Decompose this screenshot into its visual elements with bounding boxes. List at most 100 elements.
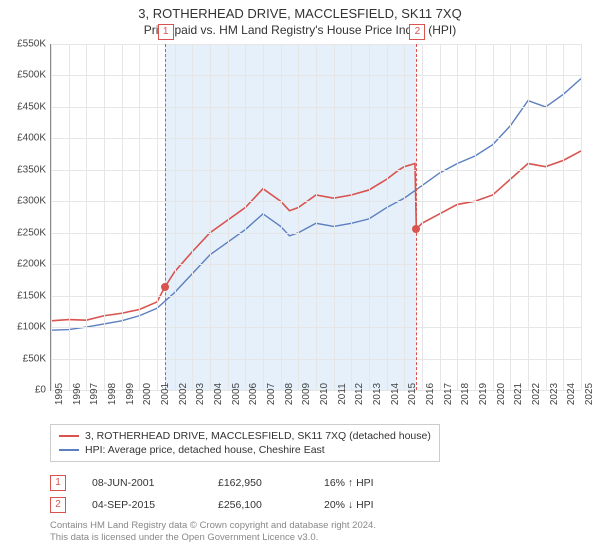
- chart-container: 3, ROTHERHEAD DRIVE, MACCLESFIELD, SK11 …: [0, 0, 600, 560]
- xtick-label: 2016: [425, 383, 436, 405]
- sale-dot: [161, 283, 169, 291]
- sale-date: 08-JUN-2001: [92, 477, 192, 489]
- gridline-v: [510, 44, 511, 390]
- gridline-v: [387, 44, 388, 390]
- footer-line: This data is licensed under the Open Gov…: [50, 532, 376, 544]
- legend-swatch: [59, 449, 79, 451]
- xtick-label: 1999: [125, 383, 136, 405]
- xtick-label: 2006: [248, 383, 259, 405]
- gridline-v: [581, 44, 582, 390]
- marker-vline: [416, 44, 417, 390]
- legend: 3, ROTHERHEAD DRIVE, MACCLESFIELD, SK11 …: [50, 424, 440, 462]
- gridline-v: [139, 44, 140, 390]
- xtick-label: 2001: [160, 383, 171, 405]
- gridline-v: [546, 44, 547, 390]
- xtick-label: 2002: [178, 383, 189, 405]
- gridline-v: [316, 44, 317, 390]
- sale-date: 04-SEP-2015: [92, 499, 192, 511]
- ytick-label: £500K: [0, 70, 46, 81]
- xtick-label: 2015: [407, 383, 418, 405]
- xtick-label: 2000: [142, 383, 153, 405]
- gridline-v: [228, 44, 229, 390]
- ytick-label: £550K: [0, 39, 46, 50]
- ytick-label: £0: [0, 385, 46, 396]
- ytick-label: £50K: [0, 353, 46, 364]
- ytick-label: £200K: [0, 259, 46, 270]
- xtick-label: 2005: [231, 383, 242, 405]
- marker-vline: [165, 44, 166, 390]
- gridline-v: [51, 44, 52, 390]
- gridline-v: [175, 44, 176, 390]
- sale-price: £256,100: [218, 499, 298, 511]
- legend-swatch: [59, 435, 79, 437]
- gridline-v: [122, 44, 123, 390]
- gridline-v: [493, 44, 494, 390]
- xtick-label: 2021: [513, 383, 524, 405]
- xtick-label: 2004: [213, 383, 224, 405]
- footer-line: Contains HM Land Registry data © Crown c…: [50, 520, 376, 532]
- sale-dot: [412, 225, 420, 233]
- gridline-v: [192, 44, 193, 390]
- xtick-label: 2024: [566, 383, 577, 405]
- gridline-v: [157, 44, 158, 390]
- gridline-v: [457, 44, 458, 390]
- xtick-label: 2017: [443, 383, 454, 405]
- xtick-label: 2010: [319, 383, 330, 405]
- xtick-label: 2025: [584, 383, 595, 405]
- xtick-label: 2018: [460, 383, 471, 405]
- chart-plot-area: 12: [50, 44, 581, 391]
- xtick-label: 2020: [496, 383, 507, 405]
- gridline-v: [404, 44, 405, 390]
- gridline-v: [475, 44, 476, 390]
- sales-table: 1 08-JUN-2001 £162,950 16% ↑ HPI 2 04-SE…: [50, 472, 404, 516]
- gridline-v: [245, 44, 246, 390]
- gridline-v: [298, 44, 299, 390]
- gridline-v: [210, 44, 211, 390]
- ytick-label: £250K: [0, 227, 46, 238]
- marker-label-box: 1: [158, 24, 174, 40]
- gridline-v: [69, 44, 70, 390]
- xtick-label: 2009: [301, 383, 312, 405]
- sale-marker: 2: [50, 497, 66, 513]
- gridline-v: [263, 44, 264, 390]
- sale-diff: 20% ↓ HPI: [324, 499, 404, 511]
- xtick-label: 2022: [531, 383, 542, 405]
- xtick-label: 2012: [354, 383, 365, 405]
- gridline-v: [528, 44, 529, 390]
- xtick-label: 1998: [107, 383, 118, 405]
- footer-attribution: Contains HM Land Registry data © Crown c…: [50, 520, 376, 545]
- sale-price: £162,950: [218, 477, 298, 489]
- xtick-label: 2019: [478, 383, 489, 405]
- table-row: 2 04-SEP-2015 £256,100 20% ↓ HPI: [50, 494, 404, 516]
- legend-item: HPI: Average price, detached house, Ches…: [59, 443, 431, 457]
- xtick-label: 2013: [372, 383, 383, 405]
- xtick-label: 2003: [195, 383, 206, 405]
- ytick-label: £300K: [0, 196, 46, 207]
- xtick-label: 2007: [266, 383, 277, 405]
- xtick-label: 2011: [337, 383, 348, 405]
- gridline-v: [563, 44, 564, 390]
- gridline-v: [422, 44, 423, 390]
- gridline-v: [369, 44, 370, 390]
- gridline-v: [351, 44, 352, 390]
- gridline-v: [281, 44, 282, 390]
- xtick-label: 1996: [72, 383, 83, 405]
- xtick-label: 2014: [390, 383, 401, 405]
- table-row: 1 08-JUN-2001 £162,950 16% ↑ HPI: [50, 472, 404, 494]
- sale-marker: 1: [50, 475, 66, 491]
- marker-label-box: 2: [409, 24, 425, 40]
- ytick-label: £150K: [0, 290, 46, 301]
- xtick-label: 1995: [54, 383, 65, 405]
- ytick-label: £400K: [0, 133, 46, 144]
- ytick-label: £350K: [0, 164, 46, 175]
- legend-label: HPI: Average price, detached house, Ches…: [85, 444, 325, 456]
- gridline-v: [334, 44, 335, 390]
- ytick-label: £450K: [0, 101, 46, 112]
- sale-diff: 16% ↑ HPI: [324, 477, 404, 489]
- gridline-v: [104, 44, 105, 390]
- gridline-v: [440, 44, 441, 390]
- page-title: 3, ROTHERHEAD DRIVE, MACCLESFIELD, SK11 …: [0, 0, 600, 21]
- legend-item: 3, ROTHERHEAD DRIVE, MACCLESFIELD, SK11 …: [59, 429, 431, 443]
- xtick-label: 1997: [89, 383, 100, 405]
- xtick-label: 2023: [549, 383, 560, 405]
